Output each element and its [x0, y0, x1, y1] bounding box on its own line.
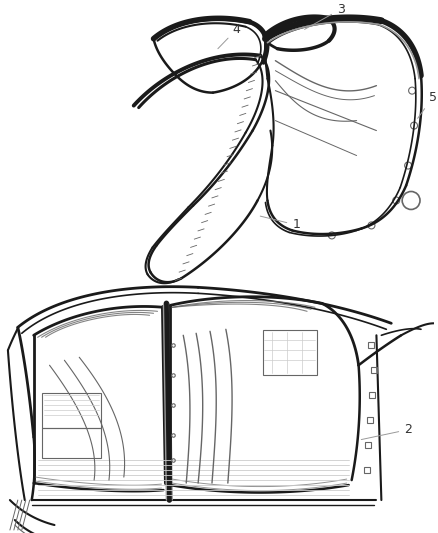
Text: 1: 1 — [260, 216, 300, 231]
Text: 5: 5 — [418, 91, 437, 118]
Text: 2: 2 — [361, 423, 412, 440]
Bar — [42, 428, 101, 458]
Bar — [42, 393, 101, 428]
Text: 3: 3 — [304, 3, 345, 29]
Text: 4: 4 — [218, 23, 240, 49]
Bar — [262, 330, 317, 375]
